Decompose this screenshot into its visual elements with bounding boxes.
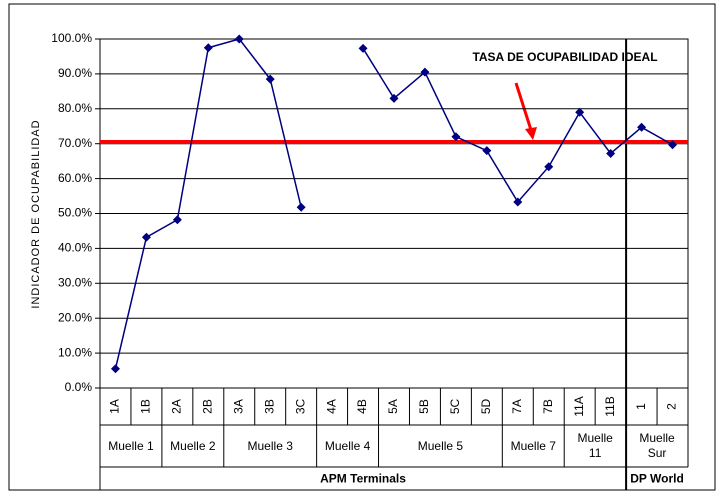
y-tick-label: 30.0%: [58, 275, 92, 289]
marker: [110, 364, 120, 374]
arrow: [514, 82, 533, 131]
marker: [389, 93, 399, 103]
marker: [203, 43, 213, 53]
group-box: Muelle 3: [247, 438, 293, 453]
y-tick-label: 0.0%: [65, 380, 93, 394]
group-box: Muelle 5: [417, 438, 464, 453]
group-label: Muelle 7: [510, 438, 556, 453]
x-tick-label: 1A: [108, 399, 122, 414]
x-tick-label: 11A: [572, 396, 586, 416]
marker: [544, 162, 554, 172]
marker: [575, 107, 585, 117]
x-tick-label: 5B: [417, 399, 431, 414]
x-tick-label: 2: [665, 403, 679, 410]
x-tick-label: 2A: [170, 399, 184, 414]
x-tick-label: 1: [634, 403, 648, 410]
marker: [668, 140, 678, 150]
y-tick-label: 40.0%: [58, 241, 92, 255]
marker: [265, 74, 275, 84]
y-tick-label: 70.0%: [58, 136, 92, 150]
y-tick-label: 80.0%: [58, 101, 92, 115]
x-tick-label: 4B: [355, 399, 369, 414]
y-tick-label: 100.0%: [51, 31, 92, 45]
x-tick-label: 5C: [448, 398, 462, 414]
x-tick-label: 3A: [231, 399, 245, 414]
y-tick-label: 90.0%: [58, 66, 92, 80]
marker: [420, 67, 430, 77]
y-axis-label: INDICADOR DE OCUPABILIDAD: [30, 119, 42, 308]
x-tick-label: 11B: [603, 396, 617, 416]
outer-group-label: DP World: [630, 472, 684, 486]
group-label: Muelle Sur: [639, 431, 675, 460]
outer-group-label: APM Terminals: [320, 472, 406, 486]
group-label: Muelle 2: [170, 438, 216, 453]
group-box: Muelle 2: [170, 438, 216, 453]
group-box: Muelle 1: [108, 438, 154, 453]
marker: [637, 122, 647, 132]
marker: [141, 232, 151, 242]
x-tick-label: 3C: [293, 398, 307, 414]
marker: [172, 215, 182, 225]
group-label: Muelle 1: [108, 438, 154, 453]
marker: [358, 43, 368, 53]
y-tick-label: 50.0%: [58, 206, 92, 220]
group-label: Muelle 5: [417, 438, 464, 453]
x-tick-label: 7B: [541, 399, 555, 414]
group-box: Muelle Sur: [639, 431, 675, 460]
x-tick-label: 5D: [479, 398, 493, 414]
marker: [451, 132, 461, 142]
marker: [296, 202, 306, 212]
arrow-head: [525, 127, 537, 140]
y-tick-label: 60.0%: [58, 171, 92, 185]
marker: [606, 148, 616, 158]
reference-label: TASA DE OCUPABILIDAD IDEAL: [472, 50, 657, 64]
group-box: Muelle 4: [324, 438, 371, 453]
group-box: Muelle 11: [577, 431, 613, 460]
x-tick-label: 1B: [139, 399, 153, 414]
group-label: Muelle 4: [324, 438, 371, 453]
x-tick-label: 7A: [510, 399, 524, 414]
marker: [482, 146, 492, 156]
group-label: Muelle 11: [577, 431, 613, 460]
chart-frame: [8, 3, 716, 491]
y-tick-label: 10.0%: [58, 345, 92, 359]
x-tick-label: 3B: [262, 399, 276, 414]
x-tick-label: 5A: [386, 399, 400, 414]
marker: [234, 34, 244, 44]
x-tick-label: 2B: [200, 399, 214, 414]
group-label: Muelle 3: [247, 438, 293, 453]
x-tick-label: 4A: [324, 399, 338, 414]
y-tick-label: 20.0%: [58, 310, 92, 324]
group-box: Muelle 7: [510, 438, 556, 453]
marker: [513, 197, 523, 207]
